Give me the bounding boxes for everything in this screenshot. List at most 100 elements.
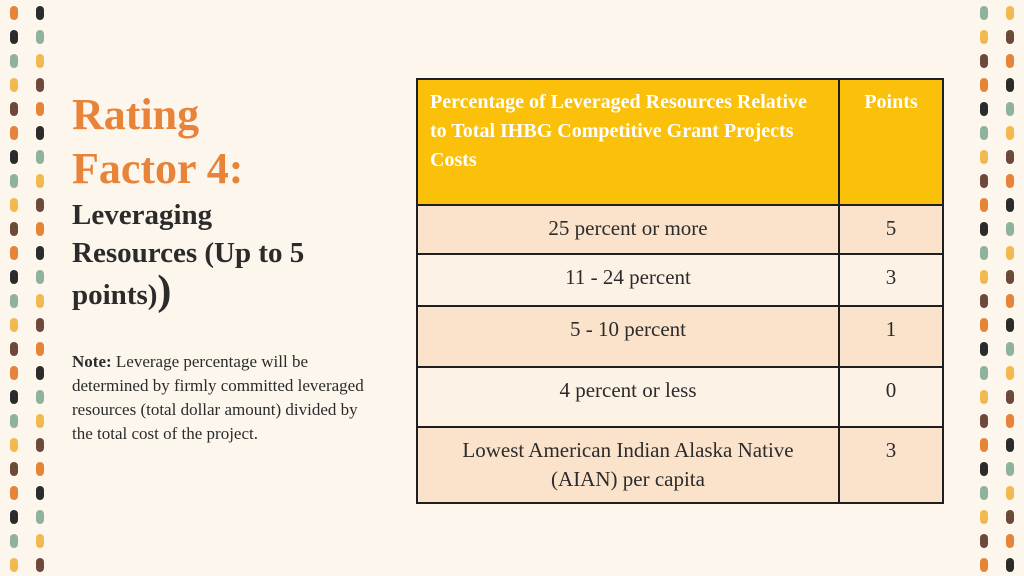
border-dot (1006, 102, 1014, 116)
header-cell: Points (838, 78, 944, 206)
border-dot (1006, 174, 1014, 188)
border-dot (980, 342, 988, 356)
border-dot (36, 270, 44, 284)
table-row: 25 percent or more 5 (416, 204, 944, 255)
border-dot (1006, 246, 1014, 260)
border-dot (1006, 366, 1014, 380)
table-cell: 3 (838, 426, 944, 504)
table-cell: 5 (838, 204, 944, 255)
border-dot (980, 126, 988, 140)
border-dot (980, 174, 988, 188)
border-dot (1006, 78, 1014, 92)
border-dot (36, 294, 44, 308)
border-dot (10, 534, 18, 548)
table-row: 11 - 24 percent 3 (416, 253, 944, 307)
border-dot (10, 342, 18, 356)
border-dot (36, 390, 44, 404)
border-dot (980, 270, 988, 284)
note: Note: Leverage percentage will be determ… (72, 350, 382, 446)
border-dot (980, 318, 988, 332)
table-cell: 4 percent or less (416, 366, 840, 428)
border-dot (10, 318, 18, 332)
border-dot (1006, 54, 1014, 68)
border-dot (36, 54, 44, 68)
border-dot (1006, 462, 1014, 476)
border-dot (980, 78, 988, 92)
border-dot (10, 390, 18, 404)
border-dot (36, 246, 44, 260)
border-dot (980, 438, 988, 452)
border-dot (10, 414, 18, 428)
table-row: Lowest American Indian Alaska Native (AI… (416, 426, 944, 504)
border-dot (980, 246, 988, 260)
border-dot (1006, 534, 1014, 548)
note-label: Note: (72, 352, 112, 371)
border-dot (10, 6, 18, 20)
border-dot (10, 510, 18, 524)
subtitle: Leveraging Resources (Up to 5 points)) (72, 196, 322, 314)
border-dot (10, 246, 18, 260)
border-dot (1006, 342, 1014, 356)
note-text: Leverage percentage will be determined b… (72, 352, 364, 443)
table-cell: 11 - 24 percent (416, 253, 840, 307)
border-dot (10, 30, 18, 44)
subtitle-text: Leveraging Resources (Up to 5 points) (72, 199, 305, 311)
border-dot (980, 30, 988, 44)
border-dot (1006, 294, 1014, 308)
border-dot (1006, 414, 1014, 428)
border-dot (1006, 222, 1014, 236)
border-dot (10, 54, 18, 68)
border-dot (36, 126, 44, 140)
border-dot (980, 366, 988, 380)
subtitle-tail: ) (157, 268, 172, 314)
border-dot (980, 54, 988, 68)
table-cell: 25 percent or more (416, 204, 840, 255)
table-cell: 5 - 10 percent (416, 305, 840, 368)
border-dot (980, 534, 988, 548)
border-dot (1006, 510, 1014, 524)
border-dot (36, 78, 44, 92)
border-dot (10, 126, 18, 140)
border-dot (980, 558, 988, 572)
border-dot (980, 414, 988, 428)
border-dot (10, 294, 18, 308)
border-dot (980, 6, 988, 20)
border-dot (10, 462, 18, 476)
title: Rating Factor 4: (72, 90, 244, 193)
border-dot (10, 150, 18, 164)
border-dot (1006, 150, 1014, 164)
border-dot (36, 102, 44, 116)
border-dot (10, 78, 18, 92)
table-cell: Lowest American Indian Alaska Native (AI… (416, 426, 840, 504)
border-dot (36, 510, 44, 524)
border-dot (980, 222, 988, 236)
border-dot (36, 486, 44, 500)
border-dot (36, 558, 44, 572)
header-row: Percentage of Leveraged Resources Relati… (416, 78, 944, 206)
border-dot (10, 486, 18, 500)
border-dot (10, 558, 18, 572)
table-body: 25 percent or more 5 11 - 24 percent 3 5 - 1… (416, 204, 944, 504)
border-dot (1006, 438, 1014, 452)
border-dot (1006, 558, 1014, 572)
border-dot (980, 510, 988, 524)
border-dot (980, 294, 988, 308)
border-dot (36, 174, 44, 188)
border-dot (10, 102, 18, 116)
border-dot (10, 174, 18, 188)
border-dot (10, 198, 18, 212)
border-dot (1006, 126, 1014, 140)
border-dot (10, 270, 18, 284)
border-dot (980, 198, 988, 212)
border-dot (36, 198, 44, 212)
border-dot (980, 390, 988, 404)
border-dot (36, 150, 44, 164)
border-dot (980, 102, 988, 116)
border-dot (36, 414, 44, 428)
border-dot (10, 438, 18, 452)
table-cell: 0 (838, 366, 944, 428)
border-dot (1006, 6, 1014, 20)
border-dot (36, 6, 44, 20)
